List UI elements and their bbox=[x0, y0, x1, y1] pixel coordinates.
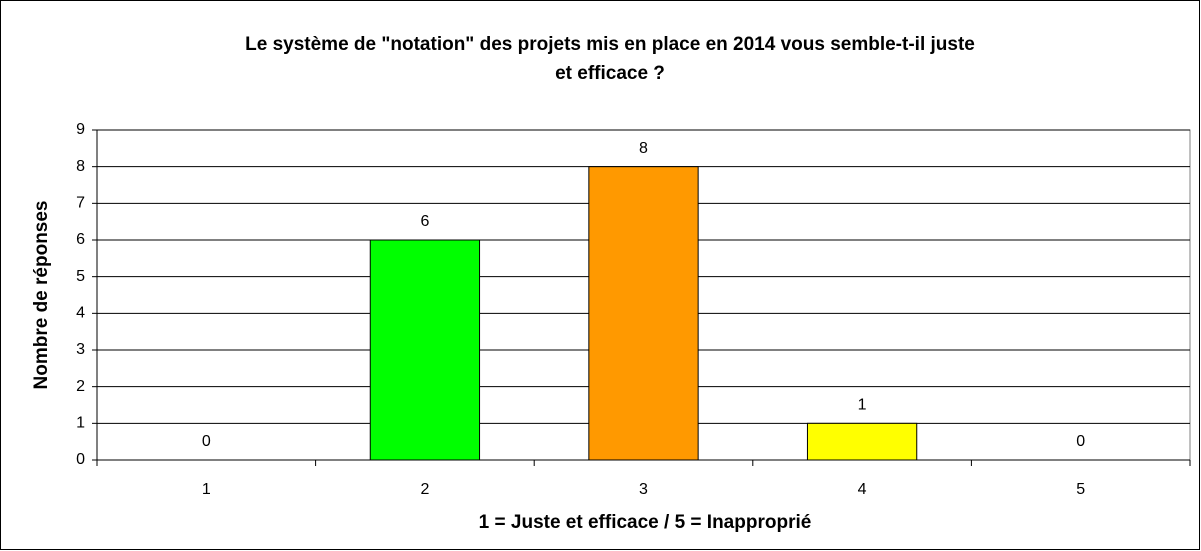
bar bbox=[369, 239, 481, 461]
y-tick-label: 8 bbox=[76, 158, 85, 175]
x-tick-label: 2 bbox=[420, 481, 429, 498]
x-tick-label: 5 bbox=[1076, 481, 1085, 498]
y-tick-label: 1 bbox=[76, 415, 85, 432]
data-label: 0 bbox=[202, 433, 211, 450]
chart-title: et efficace ? bbox=[555, 63, 665, 84]
y-tick-label: 4 bbox=[76, 305, 85, 322]
bar bbox=[806, 422, 918, 461]
data-label: 0 bbox=[1076, 433, 1085, 450]
y-tick-label: 2 bbox=[76, 378, 85, 395]
data-label: 1 bbox=[858, 397, 867, 414]
x-tick-label: 3 bbox=[639, 481, 648, 498]
y-axis-label: Nombre de réponses bbox=[31, 201, 52, 390]
y-tick-label: 6 bbox=[76, 231, 85, 248]
x-tick-label: 1 bbox=[202, 481, 211, 498]
y-tick-label: 0 bbox=[76, 451, 85, 468]
chart-title: Le système de "notation" des projets mis… bbox=[245, 34, 975, 55]
y-tick-label: 5 bbox=[76, 268, 85, 285]
y-tick-label: 7 bbox=[76, 195, 85, 212]
y-tick-label: 3 bbox=[76, 341, 85, 358]
data-label: 6 bbox=[420, 213, 429, 230]
x-tick-label: 4 bbox=[858, 481, 867, 498]
y-tick-label: 9 bbox=[76, 121, 85, 138]
data-label: 8 bbox=[639, 140, 648, 157]
x-axis-label: 1 = Juste et efficace / 5 = Inapproprié bbox=[479, 512, 812, 533]
bar bbox=[588, 166, 699, 461]
